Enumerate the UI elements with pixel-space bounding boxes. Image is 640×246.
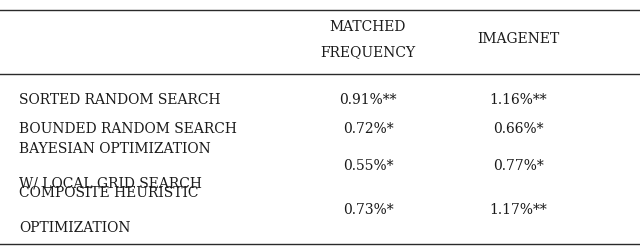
Text: 0.73%*: 0.73%* (342, 203, 394, 217)
Text: BAYESIAN OPTIMIZATION: BAYESIAN OPTIMIZATION (19, 142, 211, 156)
Text: 0.91%**: 0.91%** (339, 93, 397, 107)
Text: MATCHED: MATCHED (330, 20, 406, 34)
Text: FREQUENCY: FREQUENCY (321, 45, 415, 59)
Text: 0.55%*: 0.55%* (343, 159, 393, 173)
Text: COMPOSITE HEURISTIC: COMPOSITE HEURISTIC (19, 186, 198, 200)
Text: SORTED RANDOM SEARCH: SORTED RANDOM SEARCH (19, 93, 221, 107)
Text: 1.16%**: 1.16%** (490, 93, 547, 107)
Text: IMAGENET: IMAGENET (477, 32, 559, 46)
Text: BOUNDED RANDOM SEARCH: BOUNDED RANDOM SEARCH (19, 122, 237, 136)
Text: OPTIMIZATION: OPTIMIZATION (19, 221, 131, 234)
Text: 0.77%*: 0.77%* (493, 159, 544, 173)
Text: W/ LOCAL GRID SEARCH: W/ LOCAL GRID SEARCH (19, 176, 202, 190)
Text: 0.66%*: 0.66%* (493, 122, 543, 136)
Text: 0.72%*: 0.72%* (342, 122, 394, 136)
Text: 1.17%**: 1.17%** (490, 203, 547, 217)
